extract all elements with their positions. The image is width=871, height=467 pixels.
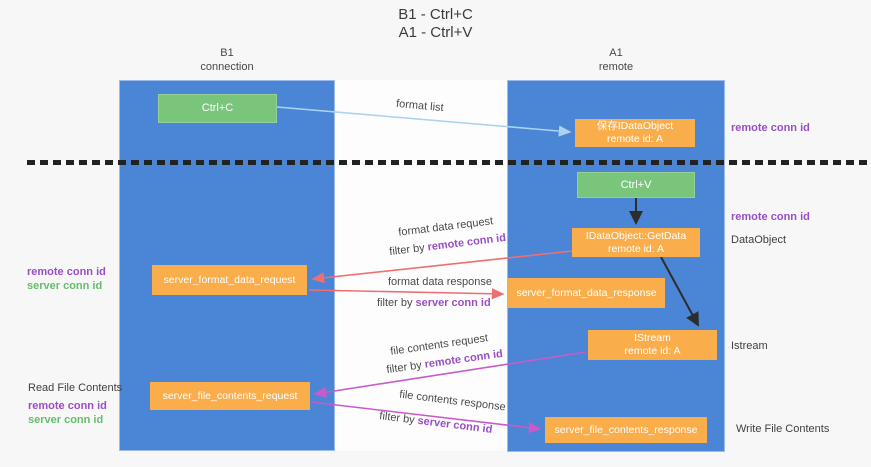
diagram-title: B1 - Ctrl+C A1 - Ctrl+V [0, 6, 871, 42]
annotation-remote-conn-id-left-2: remote conn id [28, 400, 107, 412]
format-data-response-text: format data response [388, 276, 492, 288]
node-server-format-data-response: server_format_data_response [508, 278, 665, 308]
node-idataobject-getdata: IDataObject::GetData remote id: A [572, 228, 700, 257]
title-line-1: B1 - Ctrl+C [398, 6, 473, 23]
lane-a1-subtitle: remote [598, 61, 634, 73]
getdata-line2: remote id: A [607, 242, 665, 255]
server-format-data-response-label: server_format_data_response [516, 286, 657, 299]
lane-b1-title: B1 [220, 47, 234, 59]
annotation-write-file-contents: Write File Contents [736, 423, 830, 435]
ctrl-c-label: Ctrl+C [201, 102, 234, 114]
annotation-remote-conn-id-right: remote conn id [731, 211, 810, 223]
annotation-remote-conn-id-left-1: remote conn id [27, 266, 106, 278]
lane-header-b1: B1 connection [119, 46, 335, 74]
ctrl-v-label: Ctrl+V [620, 178, 652, 191]
annotation-istream: Istream [731, 340, 768, 352]
caption-format-data-response: format data response [388, 276, 492, 288]
lane-b1-subtitle: connection [200, 61, 254, 73]
server-file-contents-response-label: server_file_contents_response [554, 423, 698, 436]
annotation-remote-conn-id-top-right: remote conn id [731, 122, 810, 134]
annotation-server-conn-id-left-2: server conn id [28, 414, 104, 426]
server-format-data-request-label: server_format_data_request [163, 273, 296, 286]
istream-line1: IStream [634, 332, 671, 344]
save-idataobject-line1: 保存IDataObject [596, 120, 674, 132]
annotation-server-conn-id-left-1: server conn id [27, 280, 103, 292]
filter-by-text: filter by [377, 297, 413, 309]
node-save-idataobject: 保存IDataObject remote id: A [575, 119, 695, 147]
phase-divider-dashed-line [27, 160, 867, 165]
node-server-file-contents-response: server_file_contents_response [545, 417, 707, 443]
node-ctrl-c: Ctrl+C [158, 94, 277, 123]
caption-filter-server-1: filter by server conn id [377, 297, 491, 309]
annotation-read-file-contents: Read File Contents [28, 382, 123, 394]
node-server-format-data-request: server_format_data_request [152, 265, 307, 295]
node-istream: IStream remote id: A [588, 330, 717, 360]
lane-a1-title: A1 [609, 47, 623, 59]
lane-header-a1: A1 remote [507, 46, 725, 74]
getdata-line1: IDataObject::GetData [585, 229, 687, 242]
annotation-dataobject: DataObject [731, 234, 787, 246]
node-server-file-contents-request: server_file_contents_request [150, 382, 310, 410]
istream-line2: remote id: A [624, 345, 681, 357]
server-conn-id-text: server conn id [415, 297, 491, 309]
save-idataobject-line2: remote id: A [606, 133, 664, 145]
title-line-2: A1 - Ctrl+V [398, 24, 473, 41]
server-file-contents-request-label: server_file_contents_request [162, 389, 298, 402]
node-ctrl-v: Ctrl+V [577, 172, 695, 198]
